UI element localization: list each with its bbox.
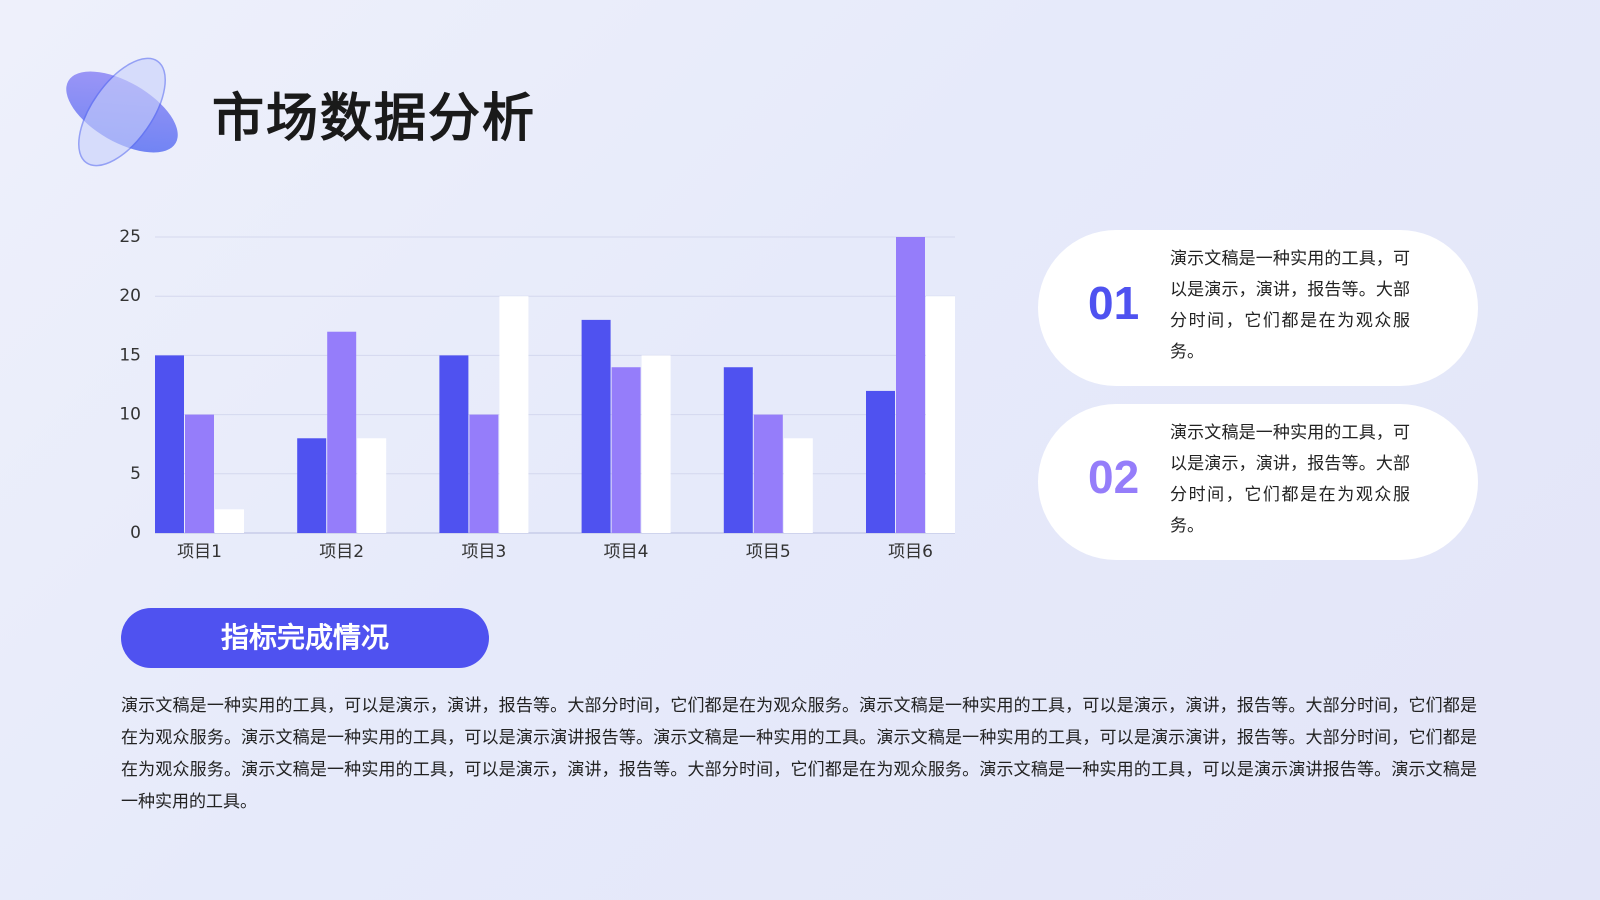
bar	[783, 438, 813, 533]
bar	[499, 296, 529, 533]
y-tick-label: 0	[130, 523, 141, 543]
y-tick-label: 10	[119, 405, 141, 425]
x-tick-label: 项目3	[461, 542, 506, 562]
bar	[581, 319, 611, 533]
bar	[866, 390, 895, 533]
bar	[155, 355, 184, 533]
bar	[185, 414, 214, 533]
logo	[66, 57, 178, 167]
card: 02 演示文稿是一种实用的工具，可以是演示，演讲，报告等。大部分时间，它们都是在…	[1038, 404, 1478, 560]
bar	[215, 509, 244, 533]
bar	[297, 438, 327, 533]
card-number: 01	[1088, 277, 1140, 329]
bar	[926, 296, 955, 533]
section-heading: 指标完成情况	[121, 608, 489, 668]
bar	[327, 331, 357, 533]
y-tick-label: 25	[119, 227, 141, 247]
page-title: 市场数据分析	[212, 89, 537, 149]
card-text: 演示文稿是一种实用的工具，可以是演示，演讲，报告等。大部分时间，它们都是在为观众…	[1170, 249, 1410, 362]
y-tick-label: 15	[119, 345, 141, 365]
card-number: 02	[1088, 451, 1140, 503]
x-tick-label: 项目4	[604, 542, 649, 562]
y-tick-label: 5	[130, 464, 141, 484]
card-text: 演示文稿是一种实用的工具，可以是演示，演讲，报告等。大部分时间，它们都是在为观众…	[1170, 423, 1410, 536]
bar	[753, 414, 783, 533]
y-tick-label: 20	[119, 286, 141, 306]
x-tick-label: 项目6	[888, 542, 933, 562]
x-tick-label: 项目1	[177, 542, 222, 562]
x-tick-label: 项目5	[746, 542, 791, 562]
bar	[641, 355, 671, 533]
x-tick-label: 项目2	[319, 542, 364, 562]
card: 01 演示文稿是一种实用的工具，可以是演示，演讲，报告等。大部分时间，它们都是在…	[1038, 230, 1478, 386]
bar	[357, 438, 387, 533]
bar	[469, 414, 499, 533]
bar	[611, 367, 641, 533]
bar	[896, 237, 925, 533]
bar	[439, 355, 469, 533]
bar	[723, 367, 753, 533]
paragraph: 演示文稿是一种实用的工具，可以是演示，演讲，报告等。大部分时间，它们都是在为观众…	[121, 696, 1477, 812]
